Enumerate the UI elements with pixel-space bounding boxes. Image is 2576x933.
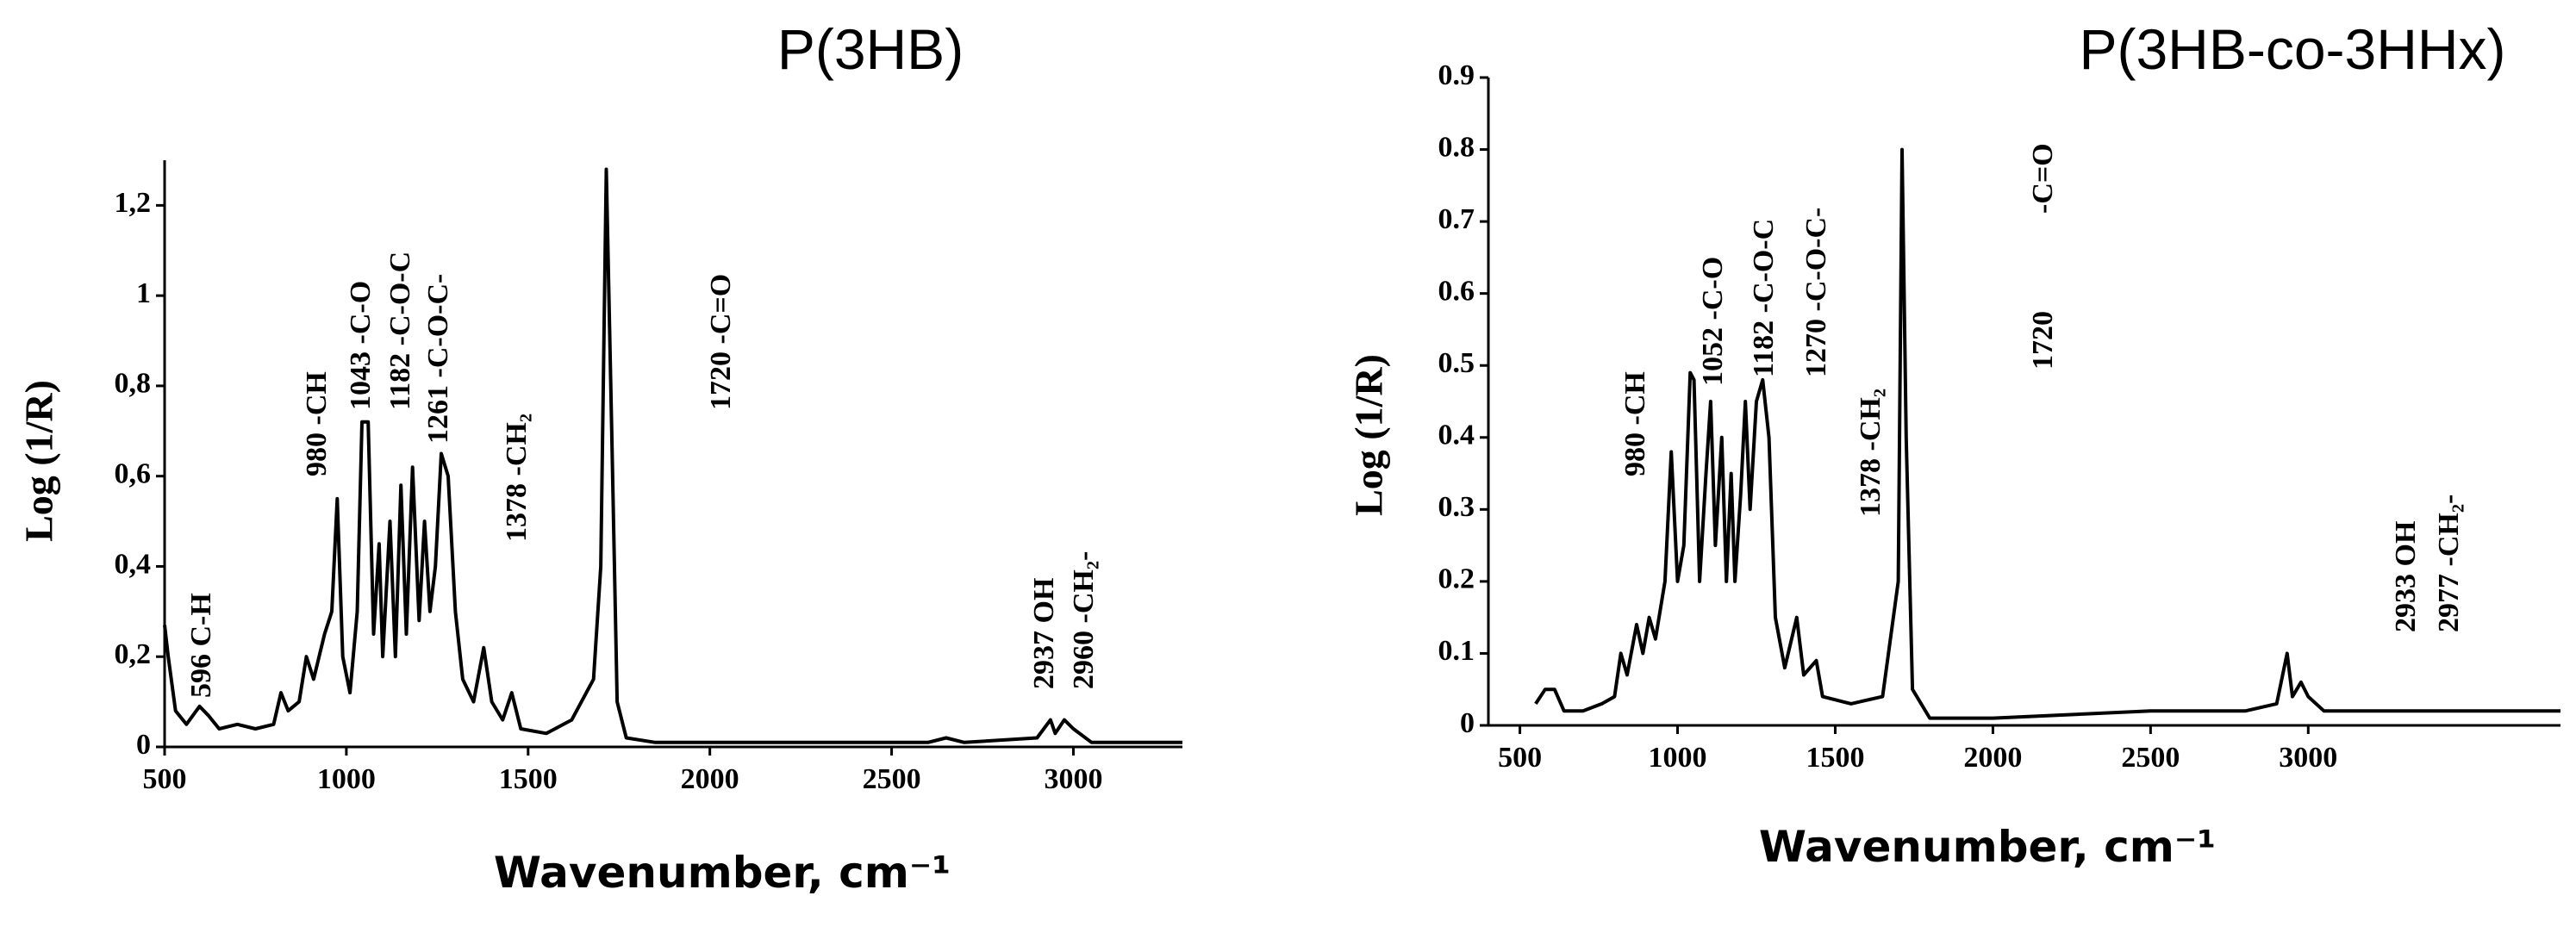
peak-annotation: 1720 -C=O (705, 274, 737, 410)
y-tick-label: 0.2 (1438, 563, 1475, 595)
peak-annotation: 1043 -C-O (345, 281, 377, 410)
peak-annotation: -C=O (2027, 143, 2059, 214)
y-tick-label: 0.7 (1438, 203, 1475, 235)
y-tick-label: 0.1 (1438, 635, 1475, 667)
peak-annotation: 2977 -CH₂- (2433, 494, 2465, 632)
y-tick-label: 0.4 (1438, 420, 1475, 451)
x-tick-label: 3000 (2279, 742, 2337, 774)
y-axis-label: Log (1/R) (1347, 354, 1391, 516)
x-tick-label: 3000 (1044, 763, 1102, 795)
x-tick-label: 500 (1498, 742, 1542, 774)
y-tick-label: 0.8 (1438, 131, 1475, 163)
y-tick-label: 0,8 (115, 368, 152, 400)
peak-annotation: 2937 OH (1028, 578, 1060, 689)
spectrum-line (1534, 147, 2560, 720)
y-tick-label: 0.5 (1438, 347, 1475, 379)
peak-annotation: 1378 -CH₂ (501, 414, 533, 542)
chart-title: P(3HB-co-3HHx) (2079, 17, 2505, 81)
peak-annotation: 1720 (2027, 311, 2059, 370)
y-tick-label: 1 (136, 277, 151, 309)
peak-annotation: 1261 -C-O-C- (422, 274, 454, 444)
chart-title: P(3HB) (777, 17, 964, 81)
x-tick-label: 2000 (1963, 742, 2022, 774)
x-tick-label: 1000 (1649, 742, 1707, 774)
x-tick-label: 2500 (863, 763, 921, 795)
peak-annotation: 1182 -C-O-C (1748, 219, 1780, 377)
peak-annotation: 980 -CH (1619, 371, 1651, 476)
y-tick-label: 0.3 (1438, 491, 1475, 523)
peak-annotation: 596 C-H (185, 593, 217, 698)
peak-annotation: 1378 -CH₂ (1855, 389, 1887, 517)
peak-annotation: 980 -CH (301, 371, 333, 476)
y-tick-label: 0 (1460, 707, 1475, 739)
x-tick-label: 1500 (1806, 742, 1864, 774)
x-tick-label: 2000 (681, 763, 739, 795)
y-tick-label: 0.6 (1438, 275, 1475, 307)
peak-annotation: 1182 -C-O-C (384, 252, 416, 410)
y-axis-label: Log (1/R) (17, 380, 61, 542)
y-tick-label: 0 (136, 729, 151, 761)
y-tick-label: 0.9 (1438, 59, 1475, 91)
y-tick-label: 0,2 (115, 638, 152, 670)
y-tick-label: 0,4 (115, 548, 152, 580)
peak-annotation: 2960 -CH₂- (1068, 551, 1100, 689)
peak-annotation: 1270 -C-O-C- (1800, 208, 1832, 377)
peak-annotation: 2933 OH (2390, 521, 2422, 632)
peak-annotation: 1052 -C-O (1697, 257, 1729, 386)
x-tick-label: 1500 (499, 763, 558, 795)
x-tick-label: 1000 (317, 763, 376, 795)
x-tick-label: 500 (143, 763, 187, 795)
y-tick-label: 1,2 (115, 187, 152, 219)
x-tick-label: 2500 (2121, 742, 2180, 774)
y-tick-label: 0,6 (115, 457, 152, 489)
x-axis-label: Wavenumber, cm⁻¹ (494, 848, 951, 898)
x-axis-label: Wavenumber, cm⁻¹ (1759, 822, 2216, 872)
spectrum-line (163, 167, 1182, 744)
